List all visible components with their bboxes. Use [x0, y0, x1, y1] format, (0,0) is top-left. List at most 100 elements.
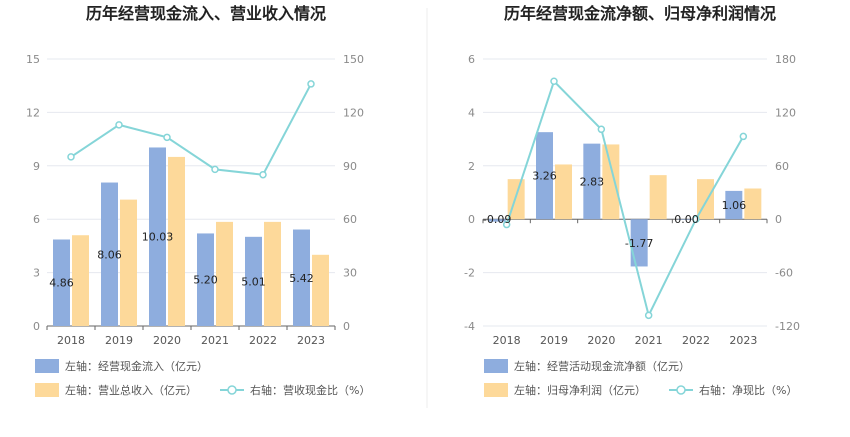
x-axis-tick-label: 2019: [105, 334, 133, 347]
bar-left-series-1: [149, 147, 166, 326]
bar-data-label: 10.03: [142, 231, 174, 244]
line-series-point: [739, 132, 748, 141]
left-axis-tick-label: 3: [33, 267, 40, 280]
legend-label: 右轴：净现比（%）: [699, 383, 797, 397]
line-series-point: [692, 215, 700, 223]
bar-left-series-2: [72, 235, 89, 326]
legend-label: 左轴：归母净利润（亿元）: [514, 383, 646, 397]
bar-left-series-2: [602, 144, 620, 220]
left-axis-tick-label: 2: [468, 160, 475, 173]
line-series-point: [644, 311, 653, 320]
line-series-point: [211, 165, 219, 174]
line-series-path: [70, 83, 312, 176]
right-axis-tick-label: 0: [343, 320, 350, 333]
bar-left-series-1: [53, 239, 70, 326]
left-axis-tick-label: 6: [468, 53, 475, 66]
bar-data-label: -1.77: [625, 237, 653, 250]
bar-data-label: 5.20: [193, 274, 218, 287]
right-axis-tick-label: 150: [343, 53, 364, 66]
bar-data-label: 8.06: [97, 248, 122, 261]
legend-marker: [227, 385, 237, 395]
left-axis-tick-label: 4: [468, 106, 475, 119]
x-axis-tick-label: 2021: [635, 334, 663, 347]
left-axis-tick-label: 9: [33, 160, 40, 173]
legend-marker: [676, 385, 686, 395]
x-axis-tick-label: 2022: [682, 334, 710, 347]
bar-left-series-2: [168, 156, 185, 326]
x-axis-tick-label: 2018: [57, 334, 85, 347]
bar-left-series-1: [536, 132, 553, 220]
right-axis-tick-label: 30: [343, 267, 357, 280]
bar-left-series-1: [101, 182, 118, 326]
right-axis-tick-label: 120: [343, 106, 364, 119]
line-series-point: [163, 133, 171, 142]
bar-data-label: 2.83: [580, 175, 605, 188]
bar-left-series-1: [583, 143, 601, 220]
right-axis-tick-label: -120: [775, 320, 800, 333]
right-axis-tick-label: 60: [775, 160, 789, 173]
left-axis-tick-label: 15: [26, 53, 40, 66]
legend-swatch: [484, 359, 508, 373]
left-axis-tick-label: 12: [26, 106, 40, 119]
bar-left-series-2: [649, 175, 667, 220]
left-axis-tick-label: 0: [468, 213, 475, 226]
chart-2: 历年经营现金流净额、归母净利润情况 -4 -120 -2 -60 0 0 2 60 4 120 6 18…: [464, 4, 800, 397]
line-series-point: [502, 220, 511, 229]
bar-data-label: 5.42: [289, 272, 314, 285]
bar-data-label: -0.09: [483, 213, 511, 226]
bar-left-series-1: [245, 236, 262, 326]
chart-1: 历年经营现金流入、营业收入情况 0 0 3 30 6 60 9 90 12 120 15 150 2018…: [26, 4, 370, 397]
bar-data-label: 0.00: [674, 213, 699, 226]
right-axis-tick-label: 180: [775, 53, 796, 66]
x-axis-tick-label: 2022: [249, 334, 277, 347]
legend-label: 右轴：营收现金比（%）: [250, 383, 370, 397]
line-series-point: [307, 80, 315, 88]
bar-left-series-2: [216, 221, 233, 326]
line-series-point: [597, 125, 606, 134]
bar-left-series-1: [488, 219, 506, 222]
right-axis-tick-label: 90: [343, 160, 357, 173]
legend-label: 左轴：经营活动现金流净额（亿元）: [514, 359, 690, 373]
bar-left-series-1: [725, 190, 743, 220]
legend-swatch: [35, 359, 59, 373]
bar-left-series-2: [312, 254, 329, 326]
line-series-point: [67, 153, 75, 161]
bar-left-series-1: [293, 229, 310, 326]
x-axis-tick-label: 2018: [493, 334, 521, 347]
x-axis-tick-label: 2019: [540, 334, 568, 347]
bar-left-series-1: [197, 233, 214, 326]
bar-data-label: 1.06: [722, 199, 747, 212]
line-series-path: [505, 79, 745, 319]
chart-title: 历年经营现金流入、营业收入情况: [86, 4, 326, 23]
bar-data-label: 4.86: [49, 277, 74, 290]
bar-data-label: 3.26: [532, 170, 557, 183]
right-axis-tick-label: 120: [775, 106, 796, 119]
line-series-point: [115, 121, 123, 129]
legend-label: 左轴：营业总收入（亿元）: [65, 383, 197, 397]
x-axis-tick-label: 2023: [297, 334, 325, 347]
x-axis-tick-label: 2020: [587, 334, 615, 347]
left-axis-tick-label: -4: [464, 320, 475, 333]
left-axis-tick-label: 0: [33, 320, 40, 333]
bar-left-series-1: [678, 219, 695, 220]
left-axis-tick-label: -2: [464, 267, 475, 280]
right-axis-tick-label: -60: [775, 267, 793, 280]
bar-left-series-2: [555, 164, 572, 220]
right-axis-tick-label: 0: [775, 213, 782, 226]
line-series-point: [550, 77, 558, 85]
chart-title: 历年经营现金流净额、归母净利润情况: [504, 4, 776, 23]
bar-data-label: 5.01: [241, 275, 266, 288]
bar-left-series-2: [120, 199, 137, 326]
legend-swatch: [484, 383, 508, 397]
x-axis-tick-label: 2023: [729, 334, 757, 347]
x-axis-tick-label: 2020: [153, 334, 181, 347]
line-series-point: [259, 170, 267, 179]
legend-swatch: [35, 383, 59, 397]
right-axis-tick-label: 60: [343, 213, 357, 226]
left-axis-tick-label: 6: [33, 213, 40, 226]
bar-left-series-2: [264, 221, 281, 326]
bar-left-series-1: [630, 219, 648, 267]
x-axis-tick-label: 2021: [201, 334, 229, 347]
